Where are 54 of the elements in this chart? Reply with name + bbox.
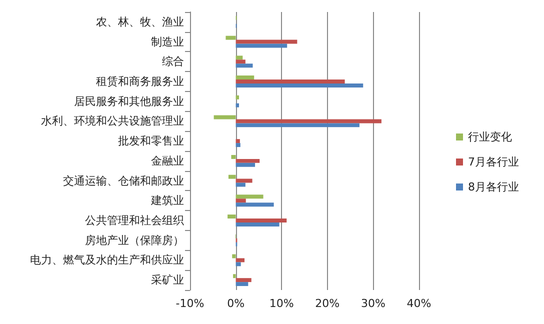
bar (236, 143, 240, 148)
bar (236, 64, 253, 68)
bar (232, 254, 236, 258)
y-tick-label: 制造业 (151, 35, 184, 48)
y-tick-label: 建筑业 (150, 194, 184, 208)
y-tick-label: 综合 (162, 55, 184, 68)
x-tick-label: 0% (227, 297, 245, 310)
bar (236, 202, 274, 207)
bar (236, 56, 243, 60)
bar (228, 174, 236, 179)
y-tick-label: 农、林、牧、渔业 (96, 15, 184, 28)
bar (236, 278, 252, 282)
y-tick-label: 居民服务和其他服务业 (74, 94, 184, 108)
bar (236, 178, 252, 183)
x-tick-label: 20% (315, 297, 340, 310)
legend-label: 行业变化 (468, 130, 512, 144)
x-tick-label: 40% (406, 297, 432, 310)
y-tick-label: 交通运输、仓储和邮政业 (63, 174, 184, 188)
bar (236, 119, 382, 124)
bar (236, 83, 364, 88)
bar (236, 162, 256, 167)
bar (228, 214, 236, 219)
bar (236, 40, 298, 44)
x-tick-label: 30% (360, 297, 386, 310)
y-tick-label: 批发和零售业 (118, 134, 184, 148)
bar (236, 103, 240, 108)
bar (236, 76, 254, 80)
bar (236, 262, 241, 266)
x-tick-label: -10% (176, 297, 204, 310)
y-tick-label: 金融业 (151, 154, 184, 168)
bar (236, 123, 360, 128)
bar (236, 258, 244, 262)
bar (236, 218, 287, 222)
legend-label: 7月各行业 (468, 156, 519, 168)
bar (236, 80, 345, 84)
y-tick-label: 采矿业 (151, 274, 184, 287)
bar (236, 60, 246, 64)
bar (236, 282, 248, 286)
bar (236, 198, 246, 203)
y-tick-label: 租赁和商务服务业 (96, 75, 184, 88)
bar (236, 158, 260, 163)
bar (231, 154, 236, 159)
bar (236, 194, 264, 199)
bar (236, 222, 280, 226)
bar (226, 36, 236, 40)
bar (236, 95, 240, 100)
legend-label: 8月各行业 (468, 180, 519, 194)
y-tick-label: 公共管理和社会组织 (85, 214, 184, 227)
y-tick-label: 房地产业（保障房） (85, 234, 184, 247)
bar (236, 139, 240, 144)
y-tick-label: 电力、燃气及水的生产和供应业 (30, 254, 184, 267)
y-tick-label: 水利、环境和公共设施管理业 (41, 114, 184, 128)
x-tick-label: 10% (269, 297, 294, 310)
bar (233, 274, 236, 278)
